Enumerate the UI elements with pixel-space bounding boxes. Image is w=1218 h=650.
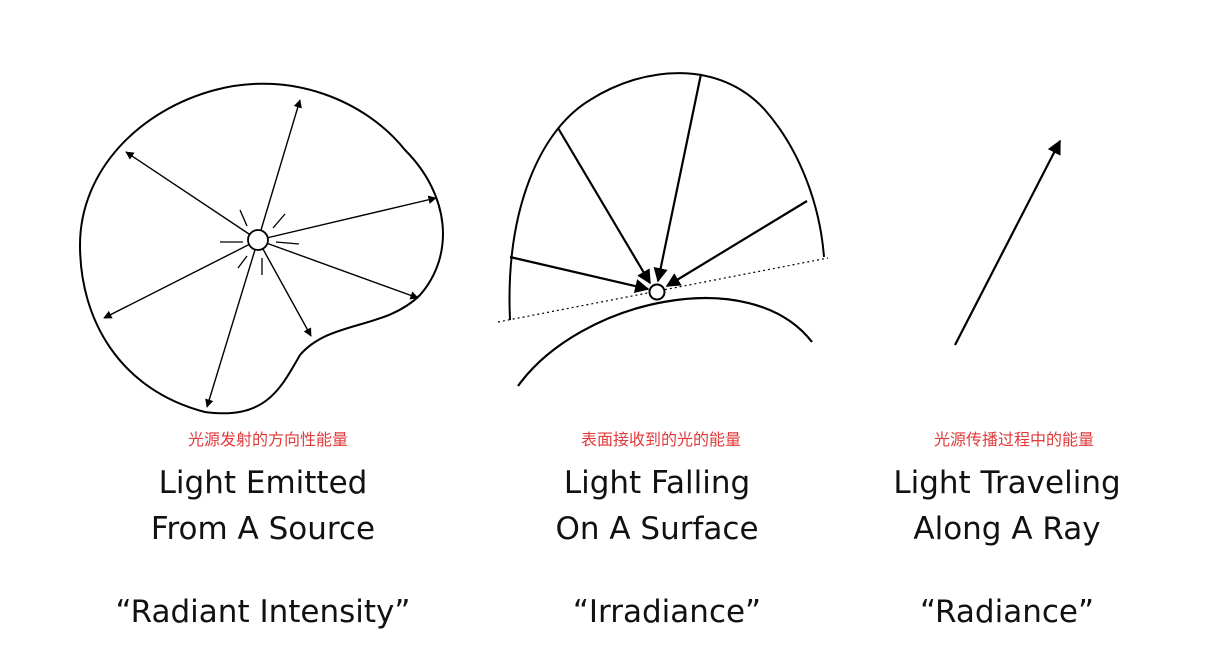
incoming-arrows bbox=[509, 73, 808, 294]
point-source bbox=[247, 229, 269, 251]
arrow-right bbox=[257, 195, 437, 241]
caption-en-2-line2: On A Surface bbox=[555, 511, 759, 547]
term-3: “Radiance” bbox=[919, 594, 1095, 630]
caption-en-1-line1: Light Emitted bbox=[158, 465, 368, 501]
caption-en-2: Light Falling On A Surface bbox=[477, 460, 837, 552]
caption-cn-2: 表面接收到的光的能量 bbox=[580, 430, 741, 449]
caption-en-3: Light Traveling Along A Ray bbox=[827, 460, 1187, 552]
diagram-canvas bbox=[78, 72, 1061, 415]
ray-arrow bbox=[954, 139, 1061, 346]
caption-en-3-line2: Along A Ray bbox=[913, 511, 1101, 547]
term-1: “Radiant Intensity” bbox=[115, 594, 411, 630]
arrow-upper-left bbox=[125, 151, 259, 241]
arrow-lower-right bbox=[257, 239, 419, 300]
emission-boundary bbox=[78, 82, 444, 415]
arrow-in-top bbox=[653, 73, 703, 283]
tangent-plane bbox=[497, 257, 829, 323]
arrow-down bbox=[205, 239, 259, 408]
surface-point bbox=[648, 283, 666, 301]
arrow-in-left bbox=[509, 255, 650, 294]
caption-cn-3: 光源传播过程中的能量 bbox=[933, 430, 1094, 449]
source-glow-ticks bbox=[220, 209, 300, 275]
hemisphere-outline bbox=[508, 72, 825, 321]
caption-en-1: Light Emitted From A Source bbox=[83, 460, 443, 552]
caption-en-1-line2: From A Source bbox=[150, 511, 376, 547]
arrow-down-right bbox=[257, 239, 312, 337]
irradiance-diagram bbox=[497, 72, 829, 387]
term-2: “Irradiance” bbox=[572, 594, 762, 630]
receiving-surface bbox=[517, 297, 813, 387]
arrow-in-right bbox=[665, 200, 808, 287]
caption-en-3-line1: Light Traveling bbox=[893, 465, 1121, 501]
arrow-in-upper-left bbox=[557, 127, 651, 285]
emission-arrows bbox=[103, 99, 437, 408]
caption-en-2-line1: Light Falling bbox=[563, 465, 751, 501]
radiance-diagram bbox=[954, 139, 1061, 346]
radiant-intensity-diagram bbox=[78, 82, 444, 415]
caption-cn-1: 光源发射的方向性能量 bbox=[187, 430, 348, 449]
arrow-up bbox=[257, 99, 302, 241]
arrow-lower-left bbox=[103, 239, 259, 319]
